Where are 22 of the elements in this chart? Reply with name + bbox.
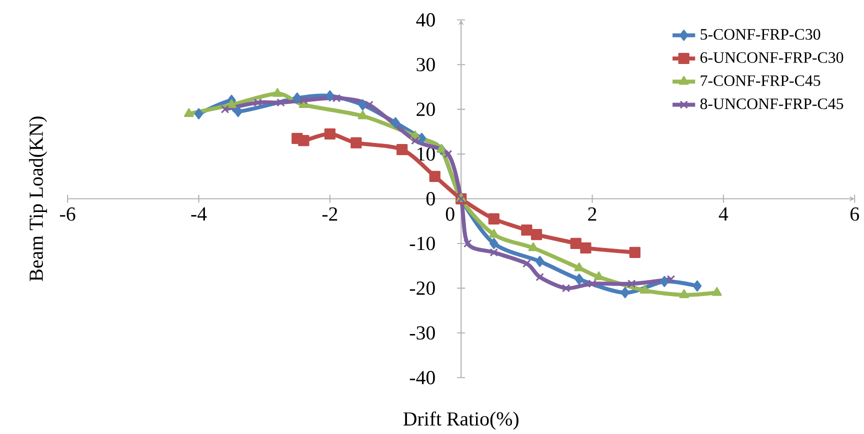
y-tick-label: -10 — [410, 236, 435, 250]
x-tick-label: 2 — [588, 207, 596, 221]
x-tick-label: -6 — [60, 207, 76, 221]
legend-label: 7-CONF-FRP-C45 — [700, 75, 820, 86]
x-tick-label: 0 — [446, 207, 454, 221]
y-axis-title: Beam Tip Load(KN) — [28, 116, 48, 282]
x-tick-label: 6 — [850, 207, 860, 221]
y-tick-label: -40 — [410, 370, 435, 384]
y-tick-label: 30 — [416, 58, 435, 72]
y-tick-label: 0 — [426, 192, 435, 206]
y-tick-label: -30 — [410, 326, 435, 340]
y-tick-label: 20 — [416, 102, 435, 116]
legend-label: 6-UNCONF-FRP-C30 — [700, 52, 844, 63]
x-tick-label: 4 — [718, 207, 728, 220]
y-tick-label: -20 — [410, 281, 435, 295]
y-tick-label: 40 — [416, 13, 435, 27]
legend-label: 8-UNCONF-FRP-C45 — [700, 98, 844, 110]
legend-label: 5-CONF-FRP-C30 — [700, 28, 820, 40]
x-tick-label: -4 — [191, 207, 207, 220]
x-axis-title: Drift Ratio(%) — [403, 411, 518, 430]
y-tick-label: 10 — [418, 147, 435, 161]
x-tick-label: -2 — [322, 207, 338, 221]
